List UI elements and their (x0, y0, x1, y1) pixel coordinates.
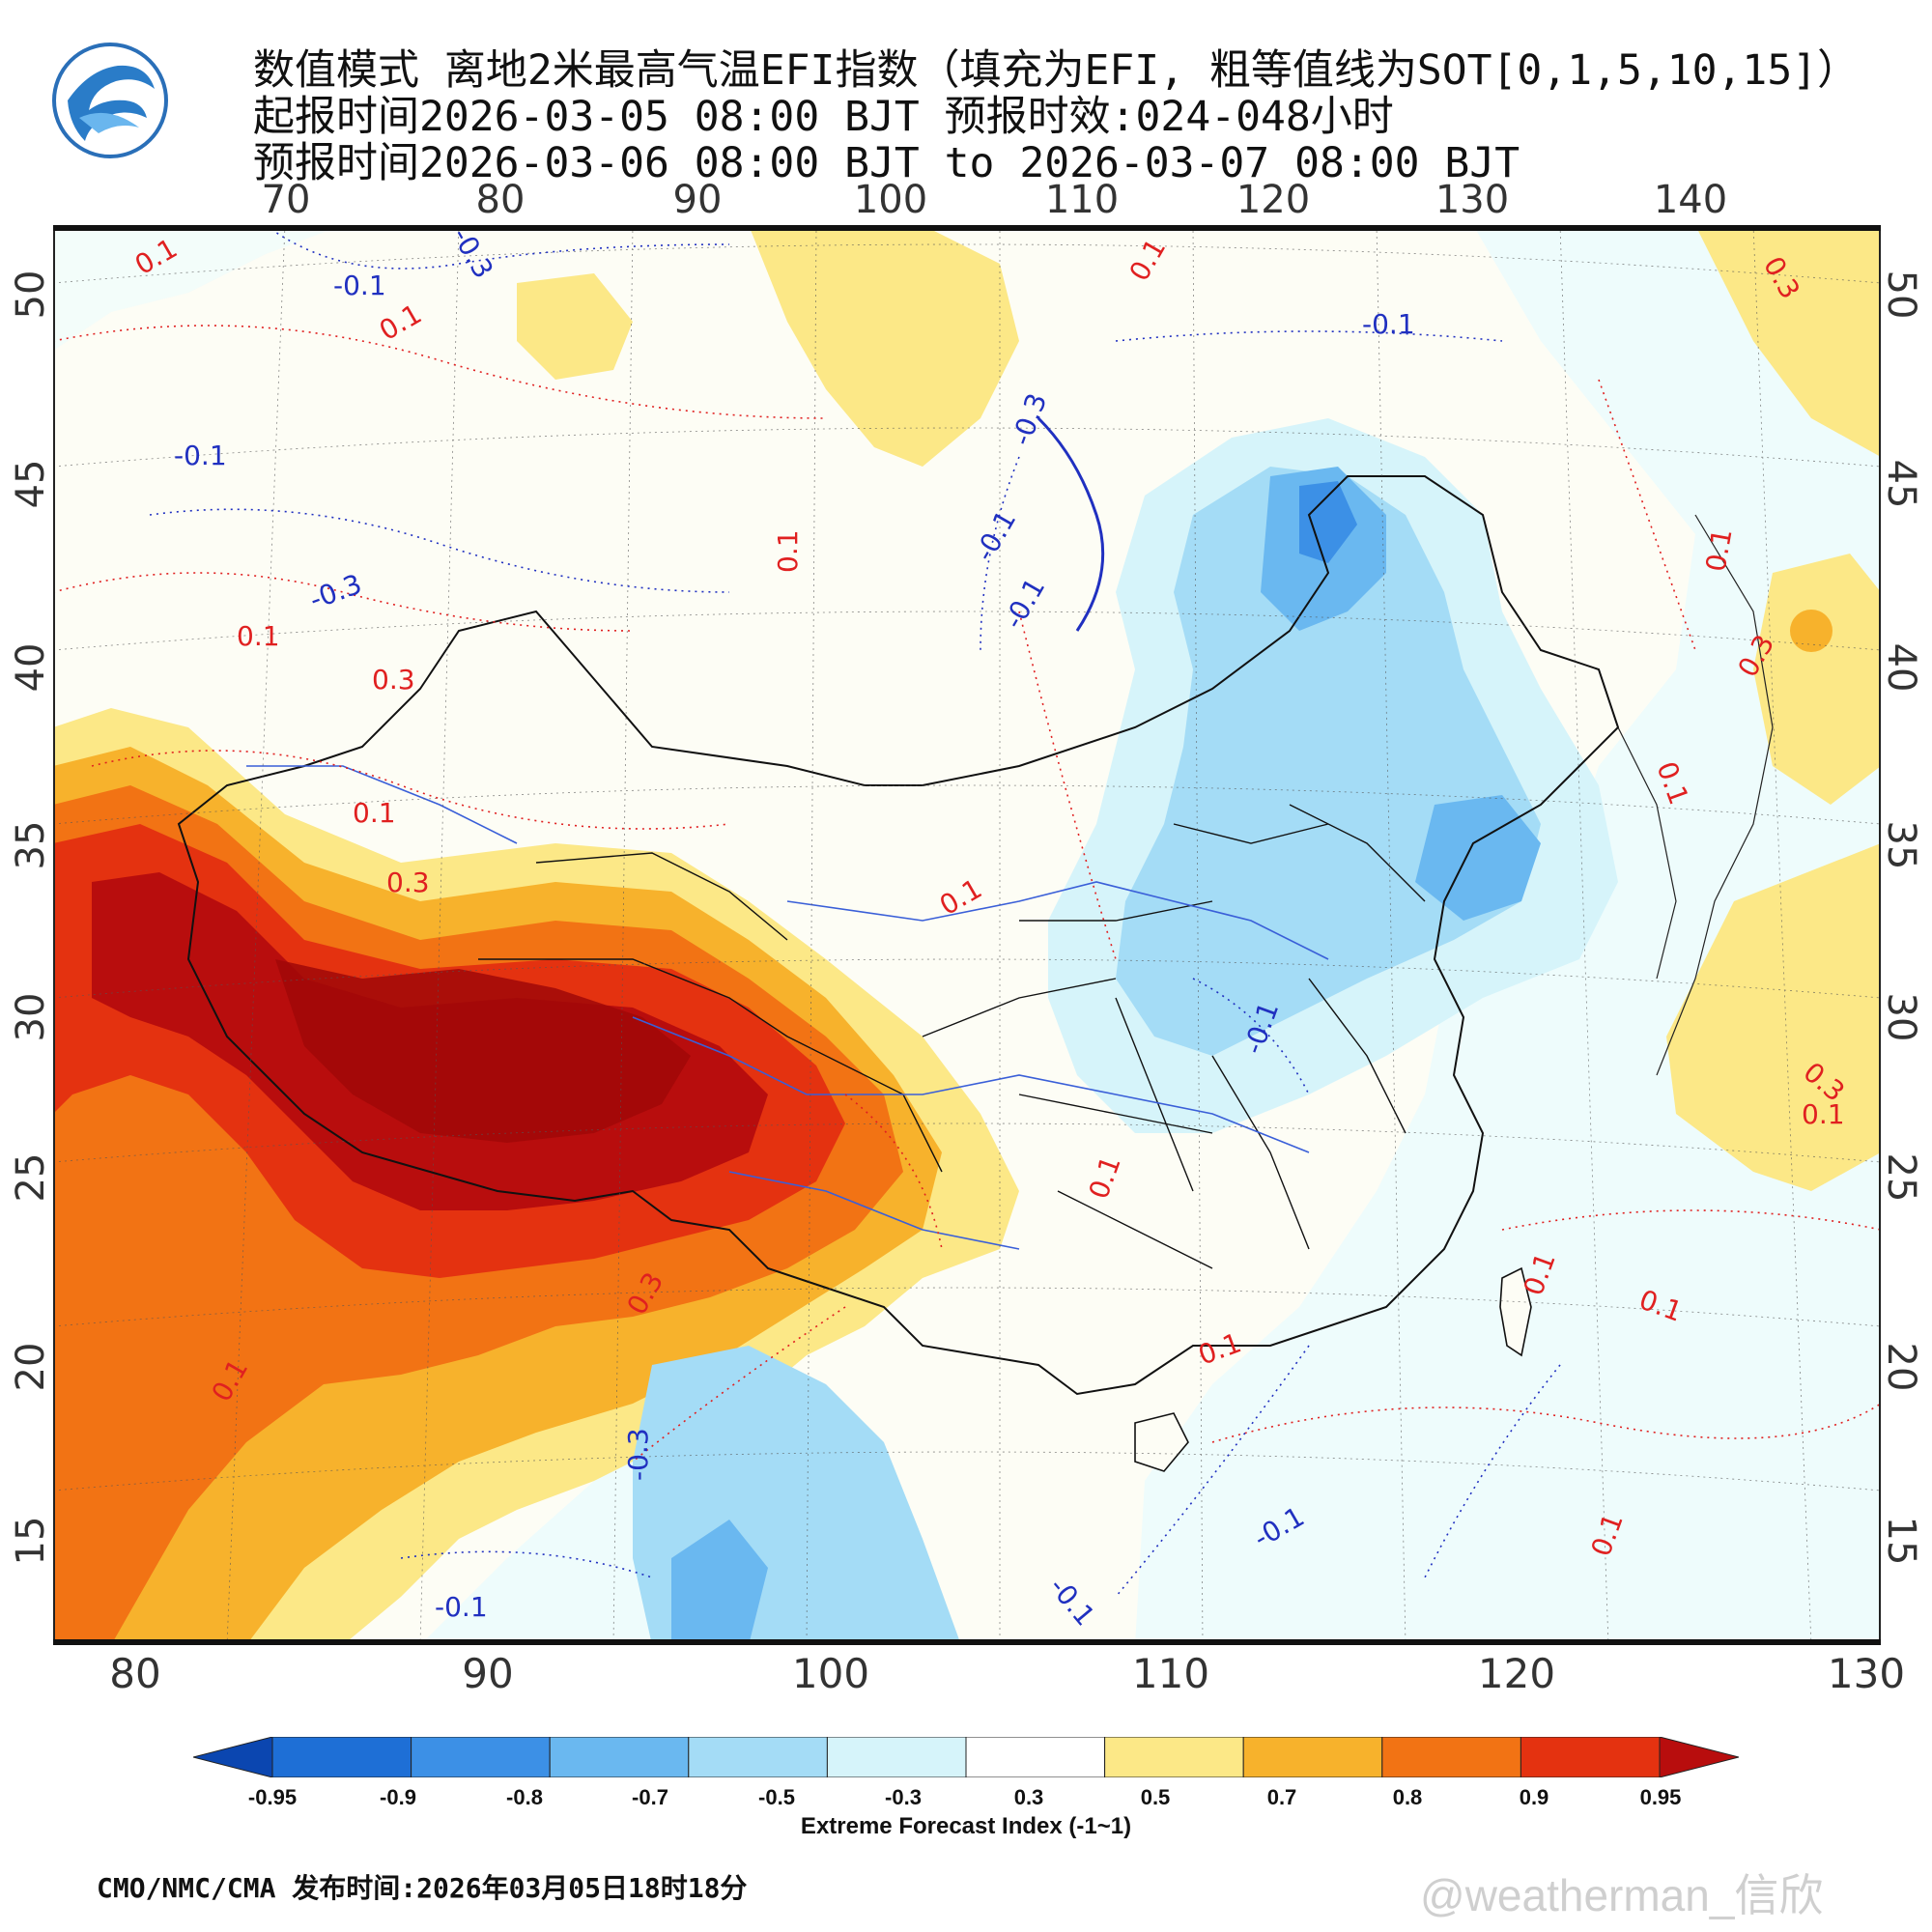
efi-fill-neg0.7-b (1415, 795, 1541, 921)
top-lon-tick: 130 (1435, 178, 1510, 222)
contour-neg (149, 225, 1561, 1598)
right-lat-tick: 20 (1879, 1342, 1923, 1392)
footer-source: CMO/NMC/CMA 发布时间:2026年03月05日18时18分 (97, 1872, 748, 1904)
colorbar-label: -0.8 (506, 1785, 543, 1809)
colorbar-segment (688, 1737, 828, 1777)
rivers (246, 765, 1329, 1250)
bottom-lon-tick: 90 (462, 1650, 514, 1697)
china-boundary (177, 475, 1620, 1396)
cma-logo (50, 41, 170, 160)
bottom-lon-tick: 110 (1131, 1650, 1210, 1697)
colorbar-segment (549, 1737, 690, 1777)
colorbar-label: 0.3 (1013, 1785, 1044, 1809)
left-lat-tick: 45 (9, 459, 53, 509)
top-lon-tick: 70 (261, 178, 311, 222)
colorbar-low-arrow (193, 1737, 273, 1777)
hainan-island (1134, 1412, 1189, 1472)
bottom-lon-tick: 80 (109, 1650, 161, 1697)
colorbar-segment (271, 1737, 412, 1777)
colorbar-segment (826, 1737, 967, 1777)
colorbar-segment (965, 1737, 1106, 1777)
contour-label: 0.1 (1699, 526, 1738, 575)
title-line-2: 起报时间2026-03-05 08:00 BJT 预报时效:024-048小时 (253, 93, 1394, 141)
left-lat-tick: 30 (9, 992, 53, 1042)
colorbar (193, 1737, 1739, 1777)
left-lat-tick: 40 (9, 642, 53, 693)
efi-patch-northeast (1695, 225, 1881, 457)
colorbar-label: 0.9 (1519, 1785, 1549, 1809)
contour-pos (53, 325, 1881, 1463)
right-lat-tick: 30 (1879, 992, 1923, 1042)
colorbar-segment (1520, 1737, 1661, 1777)
bottom-lon-tick: 130 (1827, 1650, 1906, 1697)
bottom-lon-tick: 120 (1477, 1650, 1556, 1697)
efi-map: 0.1 0.1 0.1 0.3 0.1 0.1 0.3 0.1 0.1 0.3 … (53, 225, 1881, 1645)
left-lat-tick: 20 (9, 1342, 53, 1392)
contour-label: 0.1 (353, 797, 396, 829)
colorbar-label: 0.8 (1392, 1785, 1423, 1809)
contour-label: 0.1 (237, 620, 280, 652)
right-lat-tick: 35 (1879, 820, 1923, 870)
right-lat-tick: 45 (1879, 459, 1923, 509)
contour-label: 0.3 (372, 664, 415, 696)
korea-japan-coast (1617, 514, 1774, 1076)
contour-label: 0.1 (772, 529, 804, 573)
colorbar-label: -0.9 (380, 1785, 416, 1809)
contour-label: 0.3 (386, 867, 430, 898)
colorbar-title: Extreme Forecast Index (-1~1) (800, 1813, 1132, 1839)
right-lat-tick: 40 (1879, 642, 1923, 693)
colorbar-label: -0.3 (885, 1785, 922, 1809)
contour-label: -0.1 (435, 1591, 488, 1623)
colorbar-label: 0.7 (1266, 1785, 1297, 1809)
colorbar-segment (1381, 1737, 1521, 1777)
contour-label: -0.3 (622, 1428, 654, 1481)
efi-fill-0.95 (275, 959, 691, 1143)
efi-fill-neg0.8 (1299, 481, 1357, 563)
bottom-lon-tick: 100 (791, 1650, 870, 1697)
efi-fill-neg0.5 (1116, 467, 1541, 1056)
efi-patch-sea-core (1790, 610, 1833, 652)
colorbar-label: -0.5 (758, 1785, 795, 1809)
ocean-northwest (53, 225, 343, 351)
efi-fill-neg0.7-south (671, 1520, 768, 1645)
colorbar-label: -0.7 (632, 1785, 668, 1809)
right-lat-tick: 15 (1879, 1516, 1923, 1566)
colorbar-label: 0.95 (1639, 1785, 1682, 1809)
contour-label: -0.1 (1362, 308, 1415, 340)
colorbar-segment (1242, 1737, 1383, 1777)
colorbar-segment (411, 1737, 551, 1777)
top-lon-tick: 90 (672, 178, 723, 222)
watermark: @weatherman_信欣 (1420, 1870, 1824, 1920)
left-lat-tick: 35 (9, 820, 53, 870)
efi-patch-east-sea (1753, 554, 1881, 805)
efi-patch-mongolia-2 (517, 273, 633, 380)
left-lat-tick: 25 (9, 1152, 53, 1203)
contour-label: -0.1 (333, 270, 386, 301)
efi-patch-mongolia (749, 225, 1019, 467)
top-lon-tick: 140 (1653, 178, 1728, 222)
right-lat-tick: 25 (1879, 1152, 1923, 1203)
contour-label: 0.1 (1802, 1098, 1845, 1130)
right-lat-tick: 50 (1879, 270, 1923, 320)
top-lon-tick: 100 (853, 178, 928, 222)
top-lon-tick: 120 (1236, 178, 1311, 222)
top-lon-tick: 110 (1044, 178, 1120, 222)
taiwan-island (1499, 1266, 1532, 1357)
left-lat-tick: 15 (9, 1516, 53, 1566)
colorbar-label: 0.5 (1140, 1785, 1171, 1809)
contour-label: -0.1 (174, 440, 227, 471)
title-line-1: 数值模式 离地2米最高气温EFI指数（填充为EFI, 粗等值线为SOT[0,1,… (253, 46, 1860, 95)
colorbar-segment (1104, 1737, 1244, 1777)
efi-patch-east-sea-2 (1666, 843, 1881, 1191)
colorbar-high-arrow (1659, 1737, 1739, 1777)
contour-thick-neg (1037, 416, 1105, 632)
top-lon-tick: 80 (475, 178, 526, 222)
title-line-3: 预报时间2026-03-06 08:00 BJT to 2026-03-07 0… (253, 139, 1520, 187)
colorbar-label: -0.95 (247, 1785, 298, 1809)
left-lat-tick: 50 (9, 270, 53, 320)
